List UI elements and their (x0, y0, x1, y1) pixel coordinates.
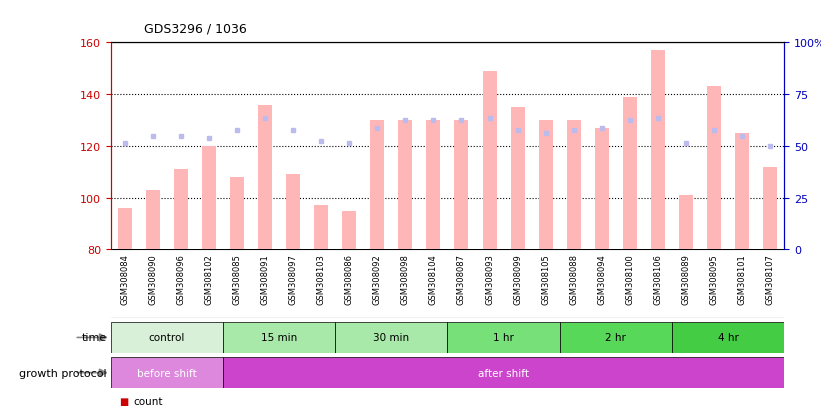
Bar (447, 322, 560, 353)
Bar (146, 190, 160, 250)
Bar (223, 322, 335, 353)
Text: GSM308085: GSM308085 (232, 253, 241, 304)
Bar (230, 178, 244, 250)
Text: ■: ■ (119, 396, 128, 406)
Bar (539, 121, 553, 250)
Bar (426, 121, 440, 250)
Bar (174, 170, 188, 250)
Text: GSM308107: GSM308107 (765, 253, 774, 304)
Text: GSM308088: GSM308088 (569, 253, 578, 304)
Text: GSM308105: GSM308105 (541, 253, 550, 304)
Text: growth protocol: growth protocol (19, 368, 107, 378)
Bar (483, 72, 497, 250)
Text: ■: ■ (119, 412, 128, 413)
Bar (111, 357, 223, 388)
Bar (287, 175, 300, 250)
Text: percentile rank within the sample: percentile rank within the sample (134, 412, 310, 413)
Text: GSM308084: GSM308084 (121, 253, 130, 304)
Bar (566, 121, 580, 250)
Text: 30 min: 30 min (374, 332, 410, 343)
Text: GSM308101: GSM308101 (737, 253, 746, 304)
Text: GSM308092: GSM308092 (373, 253, 382, 304)
Text: 15 min: 15 min (261, 332, 297, 343)
Text: GSM308099: GSM308099 (513, 253, 522, 304)
Text: GSM308096: GSM308096 (177, 253, 186, 304)
Bar (202, 147, 216, 250)
Text: GDS3296 / 1036: GDS3296 / 1036 (144, 22, 246, 35)
Bar (763, 167, 777, 250)
Text: 4 hr: 4 hr (718, 332, 738, 343)
Text: GSM308103: GSM308103 (317, 253, 326, 304)
Text: GSM308087: GSM308087 (457, 253, 466, 304)
Bar (735, 134, 749, 250)
Text: GSM308086: GSM308086 (345, 253, 354, 304)
Bar (342, 211, 356, 250)
Text: GSM308106: GSM308106 (654, 253, 663, 304)
Bar (560, 322, 672, 353)
Text: count: count (134, 396, 163, 406)
Bar (455, 121, 469, 250)
Text: GSM308093: GSM308093 (485, 253, 494, 304)
Text: time: time (81, 332, 107, 343)
Bar (314, 206, 328, 250)
Bar (594, 128, 608, 250)
Bar (398, 121, 412, 250)
Text: GSM308097: GSM308097 (289, 253, 298, 304)
Text: GSM308091: GSM308091 (260, 253, 269, 304)
Text: control: control (149, 332, 185, 343)
Text: GSM308089: GSM308089 (681, 253, 690, 304)
Text: 2 hr: 2 hr (605, 332, 626, 343)
Bar (672, 322, 784, 353)
Text: GSM308100: GSM308100 (626, 253, 635, 304)
Bar (651, 51, 665, 250)
Bar (258, 105, 272, 250)
Text: GSM308090: GSM308090 (149, 253, 158, 304)
Bar (111, 322, 223, 353)
Text: GSM308095: GSM308095 (709, 253, 718, 304)
Bar (118, 209, 132, 250)
Text: GSM308102: GSM308102 (204, 253, 213, 304)
Bar (623, 97, 637, 250)
Text: GSM308094: GSM308094 (597, 253, 606, 304)
Text: after shift: after shift (478, 368, 529, 378)
Bar (511, 108, 525, 250)
Bar (370, 121, 384, 250)
Text: before shift: before shift (137, 368, 197, 378)
Bar (223, 357, 784, 388)
Text: GSM308104: GSM308104 (429, 253, 438, 304)
Bar (707, 87, 721, 250)
Bar (335, 322, 447, 353)
Bar (679, 196, 693, 250)
Text: 1 hr: 1 hr (493, 332, 514, 343)
Text: GSM308098: GSM308098 (401, 253, 410, 304)
